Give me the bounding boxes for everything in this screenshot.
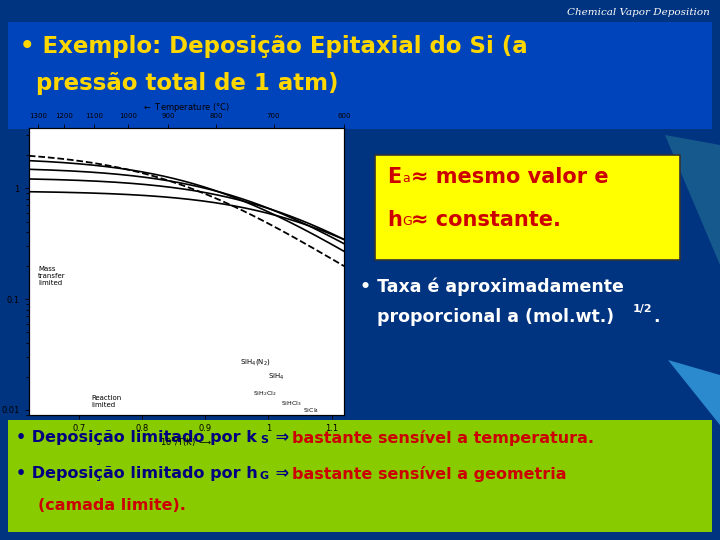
Text: E: E xyxy=(387,167,401,187)
Text: (camada limite).: (camada limite). xyxy=(38,498,186,513)
Polygon shape xyxy=(665,135,720,265)
Text: ≈ mesmo valor e: ≈ mesmo valor e xyxy=(411,167,608,187)
X-axis label: $10^3$/T(K) $\longrightarrow$: $10^3$/T(K) $\longrightarrow$ xyxy=(160,436,213,449)
Text: G: G xyxy=(260,471,269,481)
Text: ≈ constante.: ≈ constante. xyxy=(411,210,561,230)
Text: SiHCl$_3$: SiHCl$_3$ xyxy=(281,400,302,408)
Text: ⇒: ⇒ xyxy=(270,466,294,481)
Bar xyxy=(375,155,680,260)
Text: Chemical Vapor Deposition: Chemical Vapor Deposition xyxy=(567,8,710,17)
Text: G: G xyxy=(402,215,412,228)
Text: Reaction
limited: Reaction limited xyxy=(92,395,122,408)
Text: bastante sensível a temperatura.: bastante sensível a temperatura. xyxy=(292,430,594,446)
Text: • Exemplo: Deposição Epitaxial do Si (a: • Exemplo: Deposição Epitaxial do Si (a xyxy=(20,35,528,58)
Text: • Deposição limitado por h: • Deposição limitado por h xyxy=(16,466,258,481)
Text: SiH$_2$Cl$_2$: SiH$_2$Cl$_2$ xyxy=(253,389,276,399)
Text: S: S xyxy=(260,435,268,445)
Text: 1/2: 1/2 xyxy=(633,304,652,314)
Polygon shape xyxy=(668,360,720,425)
Bar xyxy=(8,420,712,532)
Text: .: . xyxy=(653,308,660,326)
X-axis label: $\leftarrow$ Temperature (°C): $\leftarrow$ Temperature (°C) xyxy=(143,101,230,114)
Text: Mass
transfer
limited: Mass transfer limited xyxy=(38,267,66,287)
Text: • Taxa é aproximadamente: • Taxa é aproximadamente xyxy=(360,278,624,296)
Text: h: h xyxy=(387,210,402,230)
Text: • Deposição limitado por k: • Deposição limitado por k xyxy=(16,430,257,445)
Text: pressão total de 1 atm): pressão total de 1 atm) xyxy=(36,72,338,95)
Text: SiH$_4$: SiH$_4$ xyxy=(269,372,285,382)
Text: proporcional a (mol.wt.): proporcional a (mol.wt.) xyxy=(377,308,614,326)
Text: bastante sensível a geometria: bastante sensível a geometria xyxy=(292,466,567,482)
Text: a: a xyxy=(402,172,410,185)
Bar xyxy=(8,22,712,129)
Text: SiH$_4$(N$_2$): SiH$_4$(N$_2$) xyxy=(240,357,271,367)
Text: SiCl$_4$: SiCl$_4$ xyxy=(303,407,320,415)
Text: ⇒: ⇒ xyxy=(270,430,294,445)
